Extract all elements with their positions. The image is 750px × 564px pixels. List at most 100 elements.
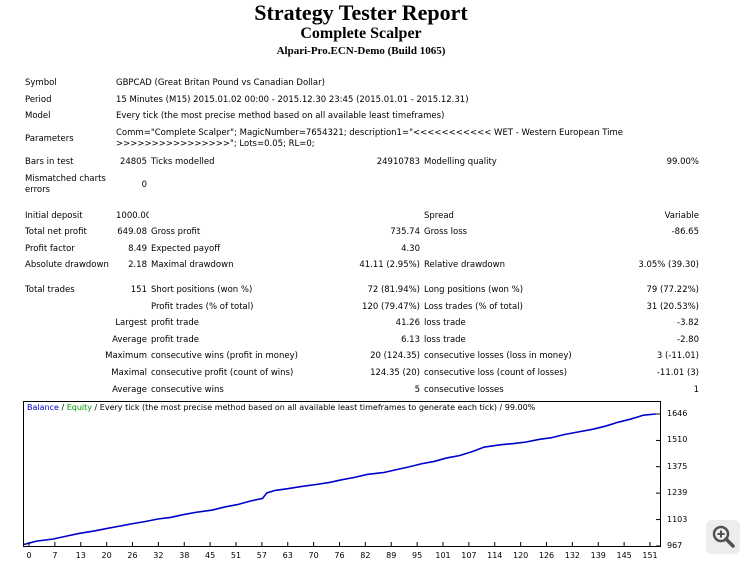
zoom-in-icon [712,525,735,548]
average-consecutive-losses-label: consecutive losses [424,384,504,395]
loss-trades-label: Loss trades (% of total) [424,301,523,312]
spread-label: Spread [424,210,454,221]
x-tick-label: 63 [282,551,293,560]
x-tick-label: 51 [230,551,242,560]
x-tick-label: 76 [334,551,345,560]
x-tick-label: 101 [435,551,451,560]
long-positions-value: 79 (77.22%) [646,285,699,296]
average-loss-label: loss trade [424,334,466,345]
gross-loss-label: Gross loss [424,227,468,238]
expert-name: Complete Scalper [300,25,422,42]
server-build: Alpari-Pro.ECN-Demo (Build 1065) [276,45,446,57]
period-value: 15 Minutes (M15) 2015.01.02 00:00 - 2015… [116,94,469,105]
legend-quality: / 99.00% [499,403,536,412]
x-tick-label: 38 [179,551,190,560]
profit-factor-value: 8.49 [128,243,147,254]
average-consecutive-label: Average [112,384,147,395]
average-consecutive-wins-value: 5 [414,384,420,395]
x-tick-label: 45 [205,551,216,560]
balance-chart-svg [23,413,660,547]
x-tick-label: 126 [538,551,555,560]
legend-balance: Balance [27,403,59,412]
largest-profit-label: profit trade [151,318,199,329]
maximal-consecutive-loss-label: consecutive loss (count of losses) [424,368,568,379]
mismatch-label: Mismatched charts errors [25,173,106,195]
initial-deposit-label: Initial deposit [25,210,83,221]
balance-chart [23,401,661,547]
net-profit-label: Total net profit [25,227,87,238]
x-tick-label: 151 [642,551,658,560]
absolute-drawdown-label: Absolute drawdown [25,260,109,271]
short-positions-label: Short positions (won %) [151,285,253,296]
short-positions-value: 72 (81.94%) [367,285,420,296]
x-tick-label: 32 [153,551,164,560]
maximal-drawdown-value: 41.11 (2.95%) [359,260,420,271]
ticks-label: Ticks modelled [151,157,215,168]
x-tick-label: 114 [487,551,503,560]
x-tick-label: 20 [101,551,112,560]
relative-drawdown-value: 3.05% (39.30) [638,260,699,271]
average-label: Average [112,334,147,345]
max-consecutive-wins-value: 20 (124.35) [370,351,420,362]
x-tick-label: 107 [461,551,477,560]
y-tick-label: 1510 [667,435,688,445]
y-tick-label: 1375 [667,461,688,471]
parameters-label: Parameters [25,134,74,145]
zoom-button[interactable] [706,520,740,554]
x-tick-label: 7 [52,551,58,560]
average-profit-label: profit trade [151,334,199,345]
maximal-consecutive-loss-value: -11.01 (3) [656,368,699,379]
max-consecutive-losses-label: consecutive losses (loss in money) [424,351,572,362]
x-tick-label: 82 [360,551,371,560]
model-value: Every tick (the most precise method base… [116,111,445,122]
expected-payoff-value: 4.30 [401,243,420,254]
profit-trades-label: Profit trades (% of total) [151,301,254,312]
maximum-label: Maximum [105,351,147,362]
x-tick-label: 95 [412,551,423,560]
report-table: Symbol GBPCAD (Great Britan Pound vs Can… [23,75,701,398]
net-profit-value: 649.08 [117,227,147,238]
x-tick-label: 120 [512,551,529,560]
x-tick-label: 139 [590,551,606,560]
x-tick-label: 57 [256,551,267,560]
legend-separator: / [61,403,65,412]
quality-value: 99.00% [666,157,699,168]
average-loss-value: -2.80 [677,334,699,345]
average-consecutive-losses-value: 1 [693,384,699,395]
parameters-value: Comm="Complete Scalper"; MagicNumber=765… [116,128,624,150]
initial-deposit-value: 1000.00 [116,210,149,221]
average-consecutive-wins-label: consecutive wins [151,384,224,395]
gross-loss-value: -86.65 [671,227,699,238]
maximal-drawdown-label: Maximal drawdown [151,260,234,271]
long-positions-label: Long positions (won %) [424,285,524,296]
series-line-balance [23,413,657,546]
x-tick-label: 89 [386,551,397,560]
chart-legend: Balance / Equity / Every tick (the most … [27,403,535,412]
largest-loss-value: -3.82 [677,318,699,329]
x-tick-label: 132 [564,551,581,560]
bars-value: 24805 [119,157,147,168]
model-label: Model [25,111,51,122]
y-tick-label: 967 [667,541,683,550]
legend-equity: Equity [66,403,92,412]
maximal-consecutive-profit-label: consecutive profit (count of wins) [151,368,294,379]
largest-profit-value: 41.26 [395,318,420,329]
y-tick-label: 1103 [667,514,688,524]
max-consecutive-losses-value: 3 (-11.01) [656,351,699,362]
gross-profit-value: 735.74 [390,227,420,238]
x-tick-label: 0 [26,551,32,560]
loss-trades-value: 31 (20.53%) [646,301,699,312]
average-profit-value: 6.13 [401,334,420,345]
mismatch-value: 0 [141,179,147,190]
largest-loss-label: loss trade [424,318,466,329]
spread-value: Variable [664,210,699,221]
y-tick-label: 1646 [667,409,688,418]
gross-profit-label: Gross profit [151,227,201,238]
x-tick-label: 13 [75,551,86,560]
x-tick-label: 70 [308,551,319,560]
x-tick-label: 26 [127,551,138,560]
total-trades-label: Total trades [25,285,75,296]
quality-label: Modelling quality [424,157,497,168]
max-consecutive-wins-label: consecutive wins (profit in money) [151,351,298,362]
report-title: Strategy Tester Report [254,0,468,25]
